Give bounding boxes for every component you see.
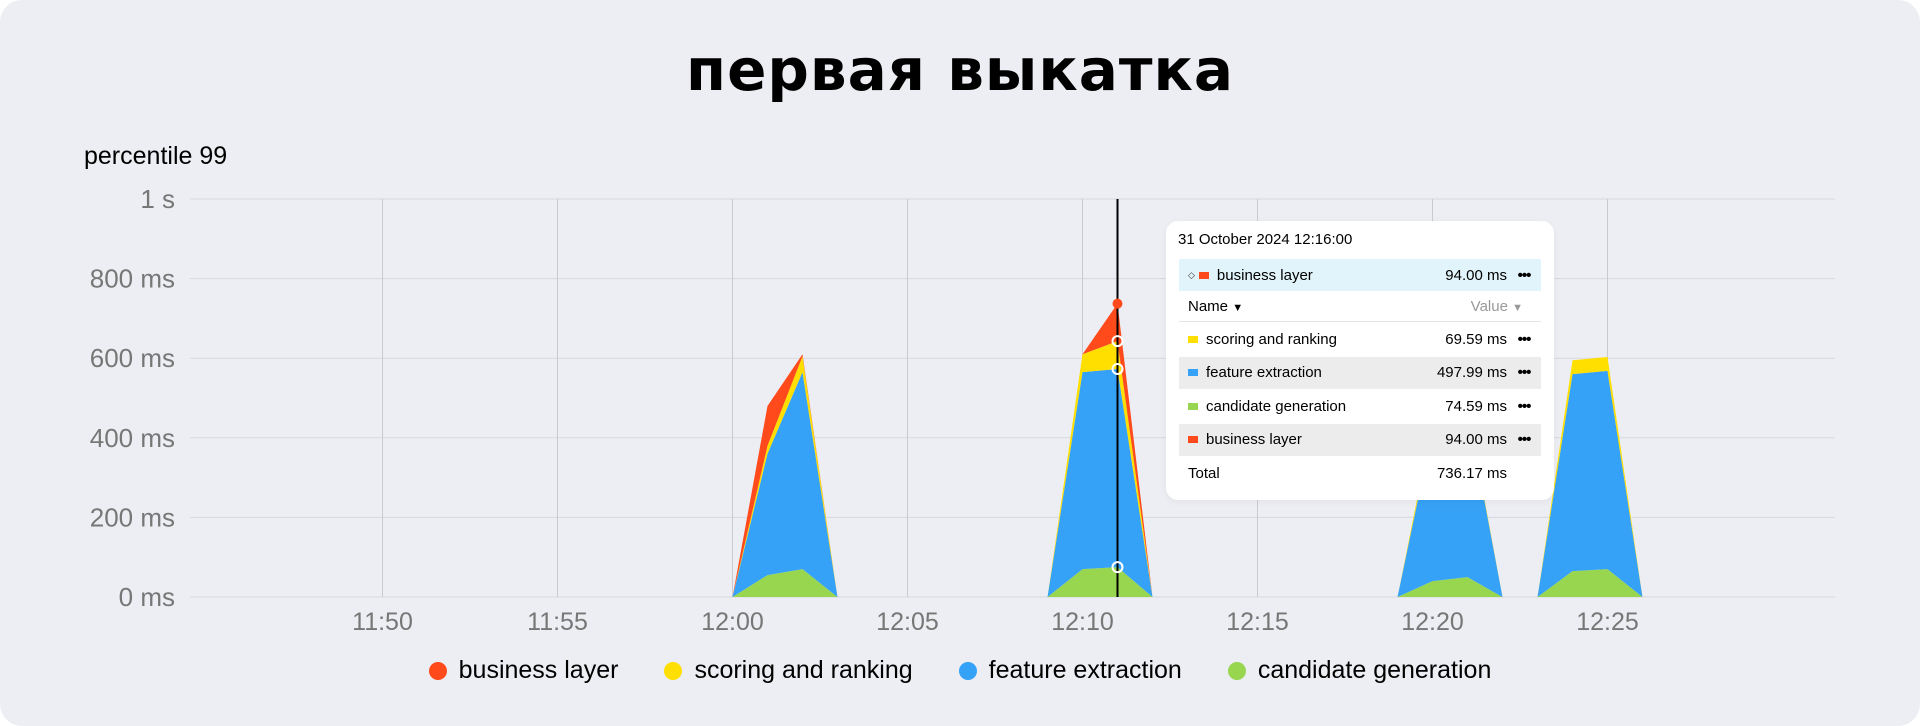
legend-item[interactable]: scoring and ranking [664,656,913,685]
tooltip-row-value: 69.59 ms [1445,330,1507,348]
area-candidate-generation [1397,577,1503,597]
area-scoring-and-ranking [1537,357,1643,597]
tooltip-row-name: business layer [1206,431,1302,448]
legend-dot-icon [1227,661,1246,680]
tooltip-row-name: scoring and ranking [1206,330,1337,348]
chart-tooltip: 31 October 2024 12:16:00 ◇ business laye… [1166,221,1554,500]
x-tick-label: 12:15 [1226,608,1289,636]
area-scoring-and-ranking [732,356,838,597]
tooltip-row[interactable]: feature extraction 497.99 ms ••• [1179,356,1541,389]
hover-point [1112,298,1123,309]
legend-item[interactable]: business layer [428,656,619,685]
more-dots-icon[interactable]: ••• [1517,397,1532,415]
y-tick-label: 200 ms [90,502,175,532]
area-scoring-and-ranking [1047,341,1153,597]
area-candidate-generation [1047,567,1153,597]
legend-dot-icon [958,661,977,680]
tooltip-swatch [1188,436,1198,443]
x-tick-label: 12:10 [1051,608,1114,636]
diamond-icon: ◇ [1188,269,1195,280]
sort-down-icon: ▼ [1512,301,1523,314]
legend-label: business layer [458,656,619,684]
tooltip-swatch [1198,271,1209,279]
area-feature-extraction [1537,370,1643,597]
legend-dot-icon [664,661,683,680]
y-tick-label: 1 s [140,184,175,214]
chart-subtitle: percentile 99 [84,142,228,170]
tooltip-total-label: Total [1188,464,1220,482]
hover-point [1111,561,1124,574]
more-dots-icon[interactable]: ••• [1517,330,1532,348]
area-business-layer [732,354,838,597]
hover-point [1111,335,1124,348]
stacked-area-chart[interactable]: 0 ms 200 ms 400 ms 600 ms 800 ms 1 s 11:50 11:5… [0,0,1920,650]
area-feature-extraction [1047,368,1153,597]
tooltip-row-value: 94.00 ms [1445,431,1507,448]
chart-legend: business layer scoring and ranking feature… [0,656,1920,685]
more-dots-icon[interactable]: ••• [1517,431,1532,448]
legend-dot-icon [428,661,447,680]
y-tick-label: 800 ms [90,264,175,294]
x-tick-label: 12:05 [876,608,939,636]
more-dots-icon[interactable]: ••• [1517,266,1532,284]
tooltip-swatch [1188,369,1198,376]
x-tick-label: 11:50 [352,608,413,636]
tooltip-row[interactable]: candidate generation 74.59 ms ••• [1179,390,1541,422]
x-tick-label: 12:25 [1576,608,1639,636]
tooltip-row-name: business layer [1216,266,1313,284]
tooltip-row[interactable]: scoring and ranking 69.59 ms ••• [1179,323,1541,355]
more-dots-icon[interactable]: ••• [1517,364,1532,381]
tooltip-row-name: candidate generation [1206,397,1347,415]
hover-point [1111,362,1124,375]
legend-label: candidate generation [1257,656,1492,684]
page-title: первая выкатка [686,36,1234,104]
legend-label: scoring and ranking [694,656,913,684]
area-candidate-generation [732,569,838,597]
sort-down-icon: ▼ [1232,301,1244,314]
legend-item[interactable]: feature extraction [958,656,1182,685]
tooltip-row-value: 74.59 ms [1445,397,1507,415]
legend-label: feature extraction [988,656,1182,684]
tooltip-swatch [1188,402,1198,410]
tooltip-total-value: 736.17 ms [1436,464,1507,482]
legend-item[interactable]: candidate generation [1227,656,1492,685]
x-tick-label: 12:00 [701,608,764,636]
area-candidate-generation [1537,569,1643,597]
tooltip-col-name[interactable]: Name ▼ [1188,297,1244,315]
tooltip-col-value[interactable]: Value ▼ [1470,297,1523,315]
x-tick-label: 12:20 [1401,608,1464,636]
tooltip-hovered-row[interactable]: ◇ business layer 94.00 ms ••• [1179,259,1541,291]
tooltip-row-value: 94.00 ms [1445,266,1507,284]
tooltip-total-row: Total 736.17 ms [1179,457,1541,489]
y-tick-label: 0 ms [119,582,175,612]
x-tick-label: 11:55 [527,608,588,636]
tooltip-row[interactable]: business layer 94.00 ms ••• [1179,423,1541,456]
y-tick-label: 400 ms [90,423,175,453]
tooltip-date: 31 October 2024 12:16:00 [1178,231,1353,248]
tooltip-row-value: 497.99 ms [1436,364,1507,381]
tooltip-swatch [1188,335,1198,343]
tooltip-row-name: feature extraction [1206,364,1322,381]
y-tick-label: 600 ms [90,343,175,373]
tooltip-header: Name ▼ Value ▼ [1179,291,1541,322]
